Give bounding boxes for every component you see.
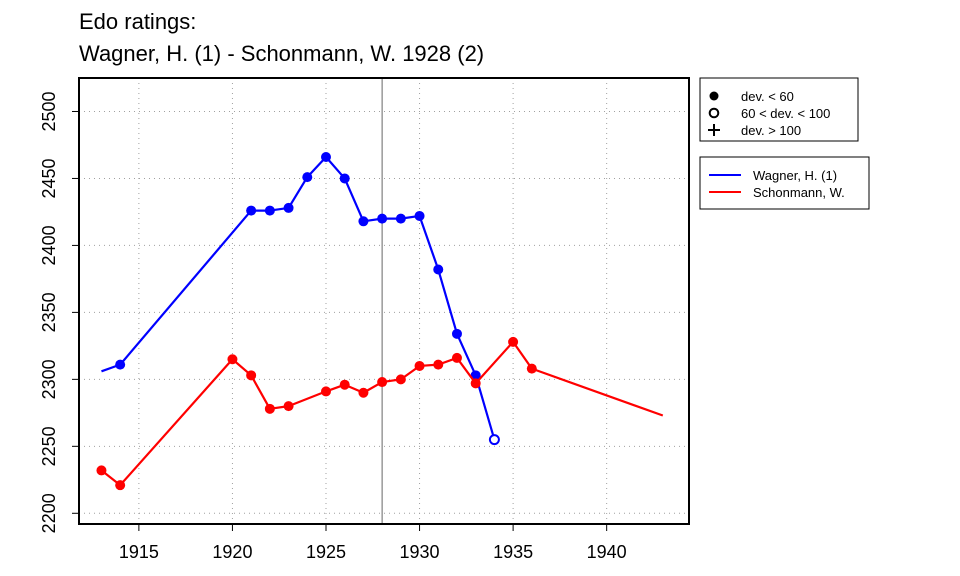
data-point (227, 354, 238, 365)
data-point (377, 213, 388, 224)
data-point (395, 213, 406, 224)
data-point (488, 434, 500, 446)
legend-label-schonmann: Schonmann, W. (753, 185, 845, 200)
data-point (451, 352, 462, 363)
data-point (320, 152, 331, 163)
series-layer (96, 152, 664, 491)
data-point (395, 374, 406, 385)
plot-frame (78, 77, 690, 525)
data-point (283, 401, 294, 412)
series-0 (101, 152, 500, 446)
data-point (283, 202, 294, 213)
data-point (115, 480, 126, 491)
filled-circle-symbol (709, 91, 719, 101)
y-tick-label: 2350 (39, 292, 59, 332)
chart-title-line-2: Wagner, H. (1) - Schonmann, W. 1928 (2) (79, 41, 484, 66)
x-tick-label: 1935 (493, 542, 533, 562)
grid-lines (79, 78, 689, 524)
data-point (115, 359, 126, 370)
legend-deviation: dev. < 60 60 < dev. < 100 dev. > 100 (699, 77, 859, 142)
data-point (339, 173, 350, 184)
series-line (101, 155, 496, 440)
data-point (377, 377, 388, 388)
data-point (433, 264, 444, 275)
data-point (302, 172, 313, 183)
y-tick-label: 2200 (39, 493, 59, 533)
legend-deviation-label-1: dev. < 60 (741, 89, 794, 104)
y-tick-label: 2300 (39, 359, 59, 399)
data-point (508, 336, 519, 347)
legend-label-wagner: Wagner, H. (1) (753, 168, 837, 183)
data-point (246, 205, 257, 216)
data-point (264, 403, 275, 414)
data-point (470, 370, 481, 381)
y-tick-label: 2400 (39, 225, 59, 265)
chart-title-line-1: Edo ratings: (79, 9, 196, 34)
data-point (470, 378, 481, 389)
data-point (414, 210, 425, 221)
data-point (339, 379, 350, 390)
legend-deviation-label-2: 60 < dev. < 100 (741, 106, 830, 121)
x-axis: 1915 1920 1925 1930 1935 1940 (119, 524, 627, 562)
y-tick-label: 2450 (39, 158, 59, 198)
legend-players-box (699, 156, 870, 210)
chart-title: Edo ratings: Wagner, H. (1) - Schonmann,… (79, 9, 484, 66)
data-point (414, 360, 425, 371)
x-tick-label: 1915 (119, 542, 159, 562)
data-point (451, 328, 462, 339)
plus-symbol (708, 124, 720, 136)
data-point (246, 370, 257, 381)
data-point (320, 386, 331, 397)
data-point (264, 205, 275, 216)
legend-deviation-label-3: dev. > 100 (741, 123, 801, 138)
data-point (433, 359, 444, 370)
y-axis: 2200 2250 2300 2350 2400 2450 2500 (39, 91, 79, 533)
data-point (96, 465, 107, 476)
data-point (358, 387, 369, 398)
series-1 (96, 336, 664, 491)
x-tick-label: 1930 (400, 542, 440, 562)
legend-players: Wagner, H. (1) Schonmann, W. (699, 156, 870, 210)
legend-deviation-box (699, 77, 859, 142)
y-tick-label: 2500 (39, 91, 59, 131)
x-tick-label: 1920 (212, 542, 252, 562)
data-point (358, 216, 369, 227)
x-tick-label: 1925 (306, 542, 346, 562)
open-circle-symbol (708, 107, 720, 119)
y-tick-label: 2250 (39, 426, 59, 466)
x-tick-label: 1940 (587, 542, 627, 562)
data-point (526, 363, 537, 374)
